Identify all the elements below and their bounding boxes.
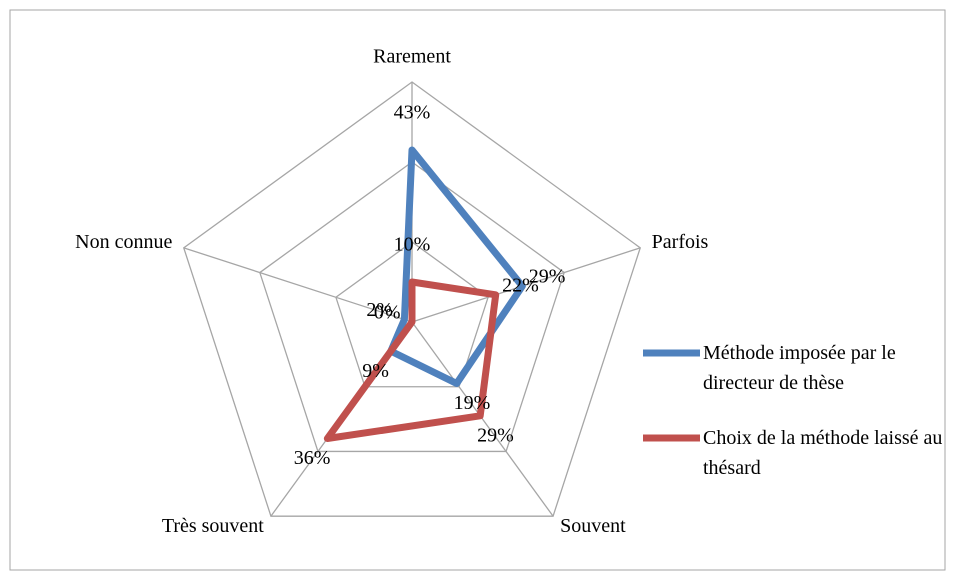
axis-spoke [411,321,554,517]
data-label: 10% [394,234,431,256]
grid-ring [182,81,642,517]
series-line [387,146,526,387]
category-label: Non connue [75,231,172,253]
axis-spoke [411,247,641,323]
data-label: 29% [529,266,566,288]
data-label: 19% [454,392,491,414]
category-label: Rarement [373,46,451,68]
data-label: 36% [294,447,331,469]
data-label: 43% [394,102,431,124]
category-label: Parfois [652,231,709,253]
category-label: Souvent [560,515,626,537]
grid-ring [259,161,565,453]
legend-entry: Choix de la méthode laissé au thésard [703,427,943,479]
data-label: 9% [362,360,389,382]
category-label: Très souvent [162,515,264,537]
series-line [323,278,500,442]
legend-entry: Méthode imposée par le directeur de thès… [703,342,896,394]
data-label: 0% [374,302,401,324]
grid-ring [335,241,489,388]
axis-spoke [183,247,413,323]
data-label: 2% [366,299,393,321]
data-label: 22% [502,274,539,296]
data-label: 29% [477,424,514,446]
